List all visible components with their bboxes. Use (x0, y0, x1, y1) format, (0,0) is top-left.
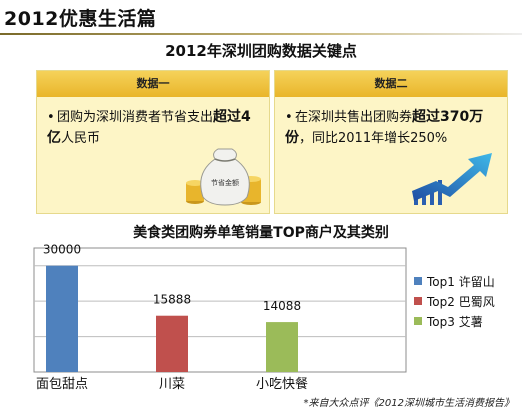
card-text-highlight: 超过370万份 (285, 109, 484, 146)
card-text-tail: 人民币 (61, 131, 101, 146)
data-label: 14088 (263, 299, 301, 313)
card-text-highlight: 超过4亿 (47, 109, 251, 146)
bag-label: 节省金额 (211, 178, 239, 187)
legend-swatch (414, 297, 422, 305)
card-text: • 在深圳共售出团购券超过370万份，同比2011年增长250% (285, 107, 497, 149)
data-card-one: 数据一 • 团购为深圳消费者节省支出超过4亿人民币 节省金额 (36, 70, 270, 214)
legend-swatch (414, 317, 422, 325)
data-label: 30000 (43, 243, 81, 257)
plot-frame (33, 247, 407, 373)
money-bag-icon: 节省金额 (186, 148, 261, 206)
category-label: 面包甜点 (36, 376, 88, 392)
card-text: • 团购为深圳消费者节省支出超过4亿人民币 (47, 107, 259, 149)
card-text-tail: ，同比2011年增长250% (299, 131, 448, 146)
card-header: 数据一 (37, 71, 269, 97)
card-header: 数据二 (275, 71, 507, 97)
legend-entry: Top2 巴蜀风 (426, 295, 495, 309)
title-divider (0, 33, 522, 35)
card-text-lead: 团购为深圳消费者节省支出 (57, 110, 214, 125)
bullet-icon: • (47, 110, 55, 125)
page-title: 2012优惠生活篇 (4, 8, 157, 30)
legend-entry: Top3 艾薯 (426, 315, 483, 329)
chart-title: 美食类团购券单笔销量TOP商户及其类别 (133, 225, 389, 241)
data-label: 15888 (153, 293, 191, 307)
category-label: 小吃快餐 (256, 376, 308, 392)
growth-arrow-icon (412, 153, 492, 205)
section-subtitle: 2012年深圳团购数据关键点 (165, 42, 357, 60)
category-label: 川菜 (159, 377, 185, 392)
legend-entry: Top1 许留山 (426, 275, 495, 289)
data-card-two: 数据二 • 在深圳共售出团购券超过370万份，同比2011年增长250% (274, 70, 508, 214)
source-footnote: *来自大众点评《2012深圳城市生活消费报告》 (303, 398, 514, 409)
bar-1 (46, 265, 78, 372)
bullet-icon: • (285, 110, 293, 125)
bar-3 (266, 322, 298, 372)
card-text-lead: 在深圳共售出团购券 (295, 110, 413, 125)
legend-swatch (414, 277, 422, 285)
bar-2 (156, 315, 188, 372)
